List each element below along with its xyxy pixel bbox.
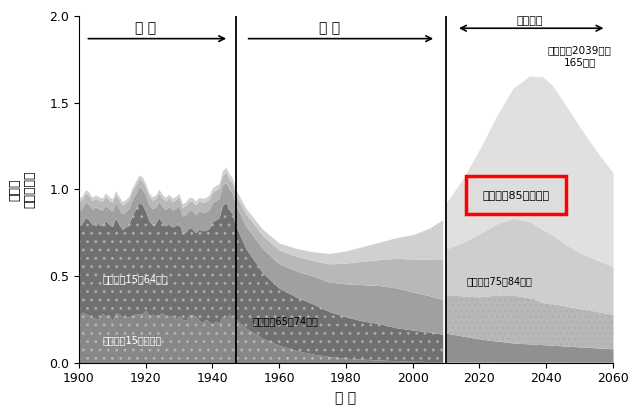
Text: 死亡数（75～84歳）: 死亡数（75～84歳） (466, 276, 532, 286)
X-axis label: 年 次: 年 次 (335, 391, 356, 405)
Text: 戰 後: 戰 後 (319, 21, 340, 35)
Text: 将来推計: 将来推計 (516, 16, 543, 26)
Text: 死亡数（15歳未満）: 死亡数（15歳未満） (102, 335, 161, 345)
Text: 死亡数（15～64歳）: 死亡数（15～64歳） (102, 275, 168, 285)
Text: 戰 前: 戰 前 (135, 21, 156, 35)
Text: 死亡数（85歳以上）: 死亡数（85歳以上） (483, 190, 550, 200)
FancyBboxPatch shape (466, 176, 566, 214)
Text: ピーク（2039年）
165万人: ピーク（2039年） 165万人 (548, 46, 612, 67)
Text: 死亡数（65～74歳）: 死亡数（65～74歳） (252, 316, 318, 326)
Y-axis label: 動態数
（百万人）: 動態数 （百万人） (8, 171, 36, 208)
